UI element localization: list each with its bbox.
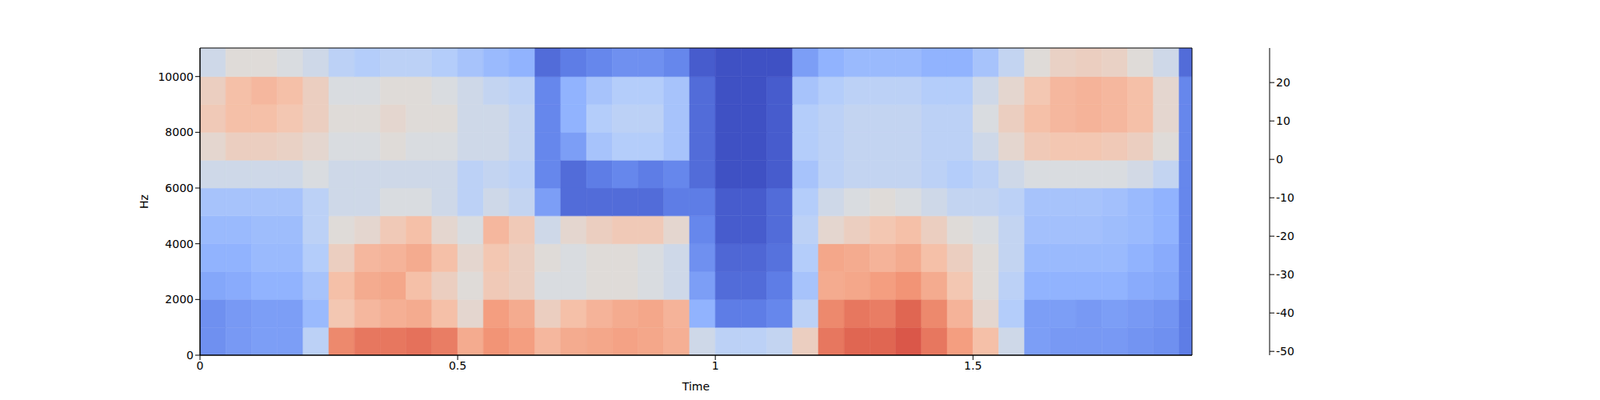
svg-text:Hz: Hz — [137, 194, 151, 209]
svg-text:0: 0 — [196, 359, 204, 372]
svg-text:0: 0 — [186, 348, 194, 362]
svg-text:4000: 4000 — [164, 237, 194, 251]
svg-text:1: 1 — [712, 359, 720, 372]
svg-text:-50: -50 — [1276, 344, 1295, 358]
svg-text:-20: -20 — [1276, 229, 1295, 243]
svg-text:-30: -30 — [1276, 268, 1295, 281]
svg-text:-10: -10 — [1276, 191, 1295, 204]
svg-text:0.5: 0.5 — [448, 359, 467, 372]
svg-text:0: 0 — [1276, 152, 1284, 166]
svg-text:20: 20 — [1276, 76, 1291, 89]
svg-text:2000: 2000 — [164, 292, 194, 306]
svg-text:1.5: 1.5 — [964, 359, 982, 372]
svg-text:Time: Time — [681, 380, 710, 393]
svg-text:6000: 6000 — [164, 181, 194, 195]
svg-text:8000: 8000 — [164, 125, 194, 139]
svg-text:-40: -40 — [1276, 306, 1295, 320]
svg-text:10: 10 — [1276, 114, 1291, 128]
svg-text:10000: 10000 — [157, 70, 194, 84]
